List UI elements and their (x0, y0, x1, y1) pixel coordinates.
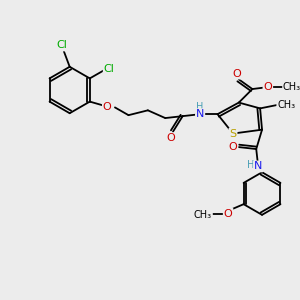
Text: O: O (167, 134, 176, 143)
Text: Cl: Cl (104, 64, 115, 74)
Text: N: N (196, 109, 204, 119)
Text: CH₃: CH₃ (194, 210, 212, 220)
Text: O: O (232, 69, 241, 79)
Text: H: H (196, 102, 204, 112)
Text: CH₃: CH₃ (277, 100, 295, 110)
Text: Cl: Cl (56, 40, 68, 50)
Text: S: S (230, 128, 237, 139)
Text: O: O (103, 102, 112, 112)
Text: H: H (247, 160, 254, 170)
Text: O: O (229, 142, 237, 152)
Text: N: N (254, 161, 262, 172)
Text: O: O (263, 82, 272, 92)
Text: CH₃: CH₃ (283, 82, 300, 92)
Text: O: O (224, 209, 233, 219)
